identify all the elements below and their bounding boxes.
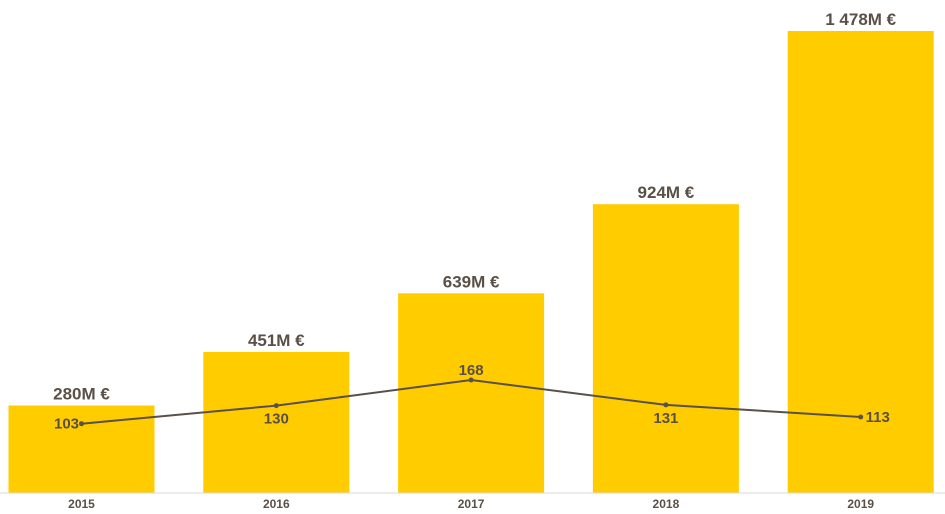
line-point-2017: [468, 377, 474, 383]
line-value-label-2016: 130: [264, 411, 289, 428]
bars-layer: [8, 31, 934, 493]
bar-value-label-2016: 451M €: [248, 331, 305, 350]
line-value-label-2017: 168: [459, 362, 484, 379]
line-point-2015: [79, 421, 84, 427]
bar-value-label-2018: 924M €: [638, 183, 695, 202]
bar-2018: [592, 204, 739, 493]
x-tick-label-2019: 2019: [847, 497, 874, 511]
bar-value-label-2015: 280M €: [53, 385, 110, 404]
bar-2016: [203, 352, 350, 493]
x-tick-label-2016: 2016: [263, 497, 290, 511]
bar-value-label-2017: 639M €: [443, 272, 500, 291]
bar-2017: [398, 293, 545, 493]
labels-layer: 280M € 451M € 639M € 924M € 1 478M € 103 130 16…: [53, 10, 897, 433]
x-tick-label-2015: 2015: [68, 497, 95, 511]
line-point-2019: [858, 414, 864, 420]
line-value-label-2015: 103: [54, 416, 79, 433]
line-value-label-2019: 113: [866, 409, 890, 426]
bar-value-label-2019: 1 478M €: [825, 10, 896, 29]
line-point-2018: [663, 402, 669, 408]
bar-2019: [787, 31, 934, 493]
x-tick-label-2018: 2018: [653, 497, 680, 511]
x-tick-label-2017: 2017: [458, 497, 485, 511]
line-layer: [79, 377, 864, 427]
ticks-layer: 2015 2016 2017 2018 2019: [68, 497, 874, 511]
line-point-2016: [273, 403, 279, 409]
line-value-label-2018: 131: [653, 410, 678, 427]
